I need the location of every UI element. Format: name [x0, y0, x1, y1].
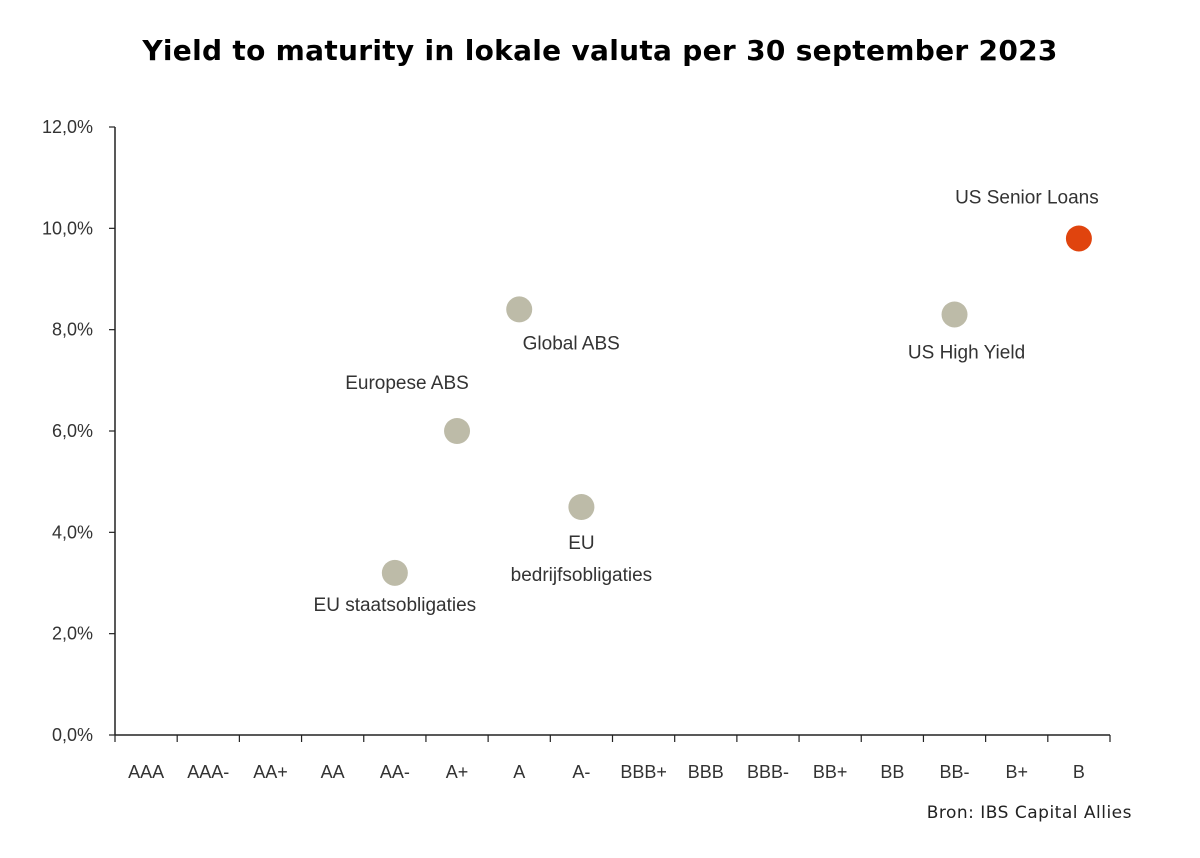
x-tick-label: BB-	[940, 762, 970, 782]
x-tick-label: A	[513, 762, 525, 782]
x-tick-label: AA+	[253, 762, 288, 782]
chart-title: Yield to maturity in lokale valuta per 3…	[142, 34, 1058, 67]
x-tick-label: BB	[880, 762, 904, 782]
source-note: Bron: IBS Capital Allies	[926, 803, 1132, 823]
data-point	[568, 494, 595, 520]
data-point	[444, 418, 471, 444]
y-tick-label: 12,0%	[42, 117, 93, 137]
x-tick-label: A+	[446, 762, 469, 782]
y-tick-label: 0,0%	[52, 725, 93, 745]
data-point	[506, 296, 533, 323]
data-label: Europese ABS	[345, 373, 469, 394]
x-tick-label: BBB	[688, 762, 724, 782]
data-point	[941, 301, 968, 328]
data-label: US High Yield	[908, 342, 1025, 363]
y-tick-label: 8,0%	[52, 320, 93, 340]
data-point	[381, 559, 408, 586]
data-label: bedrijfsobligaties	[511, 565, 653, 586]
y-tick-label: 2,0%	[52, 624, 93, 644]
x-tick-label: BBB+	[620, 762, 667, 782]
x-tick-label: AAA-	[187, 762, 229, 782]
y-tick-label: 10,0%	[42, 218, 93, 238]
x-tick-label: AA-	[380, 762, 410, 782]
x-tick-label: AA	[321, 762, 345, 782]
x-tick-label: AAA	[128, 762, 164, 782]
y-tick-label: 6,0%	[52, 421, 93, 441]
x-tick-label: B+	[1005, 762, 1028, 782]
x-tick-label: A-	[572, 762, 590, 782]
data-label: Global ABS	[523, 333, 620, 354]
x-tick-label: B	[1073, 762, 1085, 782]
y-tick-label: 4,0%	[52, 522, 93, 542]
data-label: US Senior Loans	[955, 187, 1099, 208]
x-tick-label: BBB-	[747, 762, 789, 782]
data-point	[1065, 225, 1092, 252]
data-label: EU staatsobligaties	[314, 595, 477, 616]
x-tick-label: BB+	[813, 762, 848, 782]
data-label: EU	[568, 533, 594, 554]
